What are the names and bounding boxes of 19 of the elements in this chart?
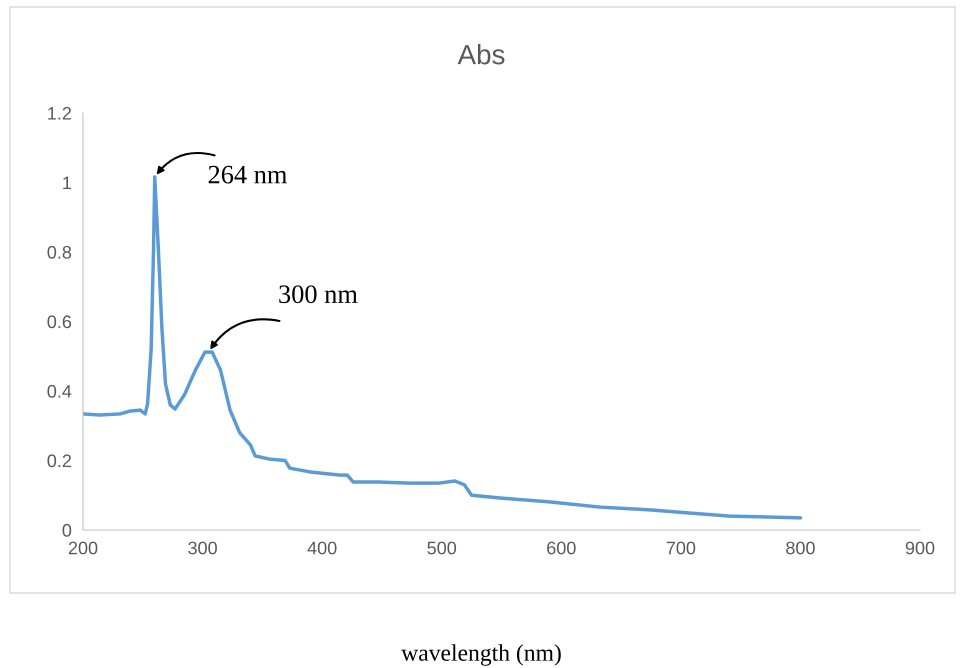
x-axis-title: wavelength (nm) [401,644,561,666]
y-tick-label: 0.4 [47,384,72,398]
x-tick-label: 900 [906,542,934,554]
x-tick-label: 300 [188,542,217,554]
y-tick-label: 0.2 [47,454,71,468]
x-tick-label: 700 [666,542,696,554]
annotation: 264 nm [208,166,288,184]
y-tick-label: 0.8 [47,246,72,259]
x-tick-label: 400 [307,542,336,554]
x-tick-label: 600 [547,542,576,554]
x-tick-label: 500 [427,542,456,554]
y-tick-label: 1 [63,176,72,190]
y-tick-label: 0.6 [47,315,72,328]
y-tick-label: 0 [62,524,72,537]
annotation: 300 nm [279,285,358,304]
x-tick-label: 800 [786,542,815,554]
x-tick-label: 200 [68,542,98,554]
y-tick-label: 1.2 [48,106,71,120]
chart-title: Abs [458,44,504,64]
